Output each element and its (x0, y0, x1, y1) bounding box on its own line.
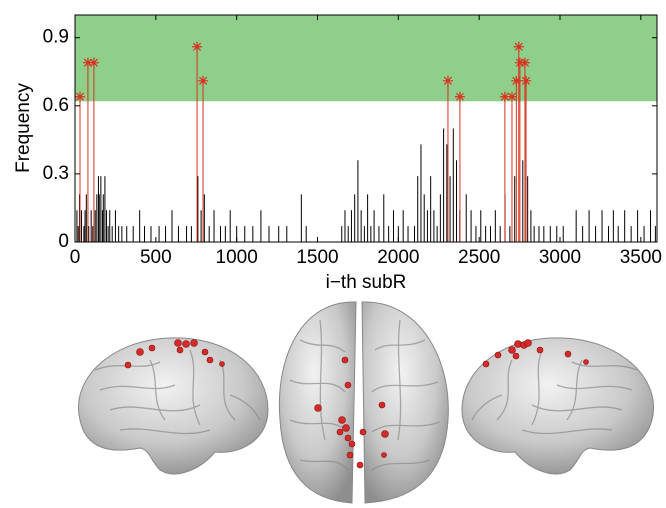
x-tick-label: 3500 (620, 247, 662, 268)
star-marker (520, 58, 530, 68)
star-marker (89, 58, 99, 68)
y-tick-label: 0.6 (43, 95, 69, 116)
brain-right-view (462, 338, 654, 474)
x-tick-label: 500 (140, 247, 172, 268)
star-marker (514, 42, 524, 52)
y-tick-label: 0.3 (43, 163, 69, 184)
star-marker (443, 76, 453, 86)
star-marker (455, 92, 465, 102)
highlight-band (75, 15, 657, 101)
y-axis-label: Frequency (13, 83, 34, 173)
y-tick-label: 0 (58, 231, 69, 252)
x-tick-label: 3000 (539, 247, 581, 268)
x-tick-label: 1500 (296, 247, 338, 268)
brain-left-view (78, 338, 268, 474)
x-tick-label: 1000 (216, 247, 258, 268)
star-marker (521, 76, 531, 86)
figure: 0 500 1000 1500 2000 2500 3000 3500 0 0.3 0.6 0.9 F… (0, 0, 666, 508)
y-tick-label: 0.9 (43, 27, 69, 48)
plot: 0 500 1000 1500 2000 2500 3000 3500 0 0.3 0.6 0.9 (43, 15, 662, 268)
star-marker (192, 42, 202, 52)
brain-top-view (279, 302, 448, 503)
star-marker (507, 92, 517, 102)
x-tick-label: 2500 (458, 247, 500, 268)
star-marker (198, 76, 208, 86)
series (77, 129, 655, 243)
x-tick-label: 0 (70, 247, 81, 268)
x-tick-label: 2000 (377, 247, 419, 268)
x-axis-label: i−th subR (326, 272, 407, 293)
star-marker (75, 92, 85, 102)
